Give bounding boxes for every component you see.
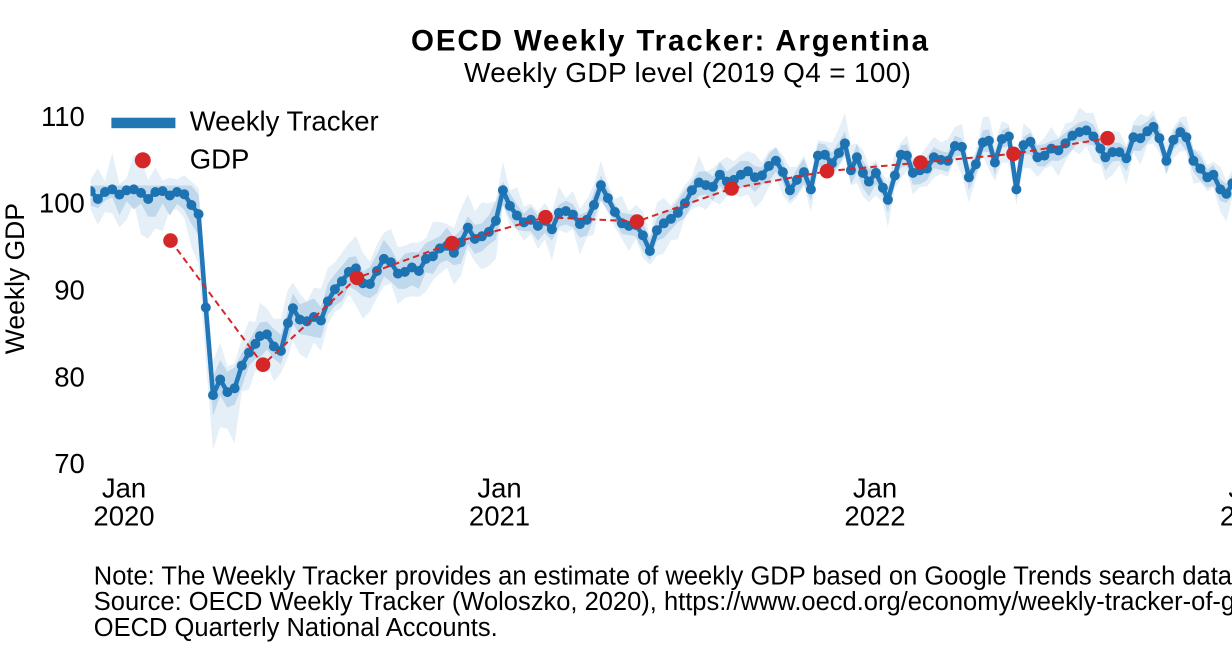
svg-text:Jan: Jan (102, 472, 146, 503)
svg-text:80: 80 (54, 361, 85, 392)
svg-text:100: 100 (39, 188, 85, 219)
svg-text:Weekly Tracker: Weekly Tracker (190, 106, 379, 137)
svg-text:Weekly GDP level (2019 Q4 = 10: Weekly GDP level (2019 Q4 = 100) (464, 57, 911, 88)
svg-text:70: 70 (54, 448, 85, 479)
svg-text:2022: 2022 (844, 500, 905, 531)
svg-text:Note: The Weekly Tracker provi: Note: The Weekly Tracker provides an est… (94, 562, 1232, 590)
svg-text:Jan: Jan (477, 472, 521, 503)
svg-text:2021: 2021 (469, 500, 530, 531)
svg-text:Source: OECD Weekly Tracker (W: Source: OECD Weekly Tracker (Woloszko, 2… (94, 588, 1232, 616)
svg-text:Jan: Jan (1228, 472, 1232, 503)
svg-text:110: 110 (41, 101, 85, 132)
svg-text:Weekly GDP: Weekly GDP (0, 203, 30, 354)
svg-text:2023: 2023 (1220, 500, 1232, 531)
svg-text:2020: 2020 (93, 500, 154, 531)
svg-text:GDP: GDP (190, 143, 250, 174)
svg-text:OECD Quarterly National Accoun: OECD Quarterly National Accounts. (94, 614, 498, 642)
svg-text:Jan: Jan (853, 472, 897, 503)
svg-text:90: 90 (54, 275, 85, 306)
svg-text:OECD Weekly Tracker: Argentina: OECD Weekly Tracker: Argentina (411, 25, 929, 58)
